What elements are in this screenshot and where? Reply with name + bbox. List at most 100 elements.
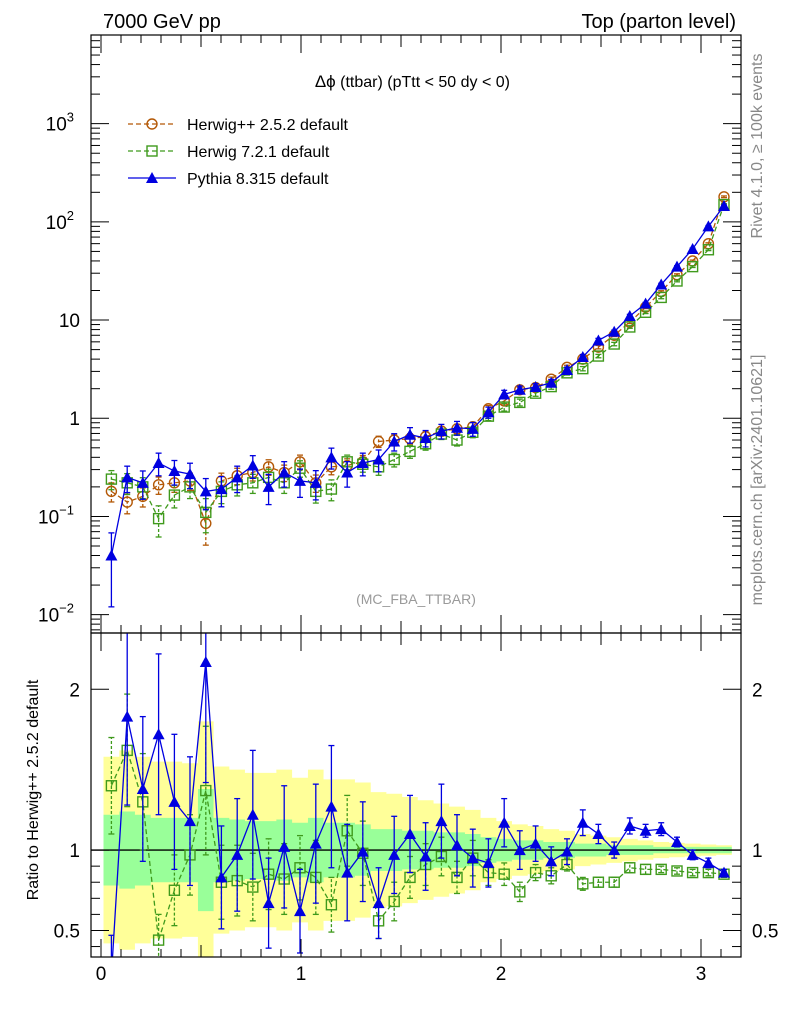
main-pythia-8-315-default-point	[184, 468, 196, 480]
ratio-pythia-8-315-default-point	[576, 816, 589, 828]
main-herwig-7-2-1-default-point	[702, 244, 715, 256]
main-herwig-7-2-1-default-point	[325, 483, 338, 495]
main-pythia-8-315-default-point	[278, 466, 291, 478]
main-pythia-8-315-default-point	[561, 364, 573, 376]
main-herwig-7-2-1-default-point	[404, 445, 416, 458]
ratio-herwig-7-2-1-default-point	[498, 868, 510, 880]
main-pythia-8-315-default-point	[199, 485, 212, 497]
ratio-herwig-7-2-1-default-point	[671, 865, 683, 877]
ratio-herwig-7-2-1-default-point	[388, 895, 400, 908]
main-herwig-7-2-1-default-point	[105, 473, 118, 485]
main-pythia-8-315-default-point	[152, 457, 165, 469]
ratio-pythia-8-315-default-point	[184, 815, 196, 827]
main-y-tick-label-exponent: 3	[67, 110, 74, 125]
main-pythia-8-315-default-point	[341, 466, 354, 478]
ratio-y-tick-label-right: 1	[752, 841, 763, 862]
ratio-y-axis-label: Ratio to Herwig++ 2.5.2 default	[25, 679, 42, 900]
ratio-pythia-8-315-default-point	[231, 848, 244, 860]
ratio-pythia-8-315-default-point	[702, 856, 715, 868]
ratio-pythia-8-315-default-point	[419, 850, 432, 862]
main-pythia-8-315-default-point	[309, 476, 322, 488]
ratio-pythia-8-315-default-point	[262, 897, 275, 909]
main-pythia-8-315-default-point	[639, 297, 652, 309]
main-y-tick-label-base: 10	[38, 507, 59, 528]
main-herwig-7-2-1-default-point	[671, 275, 683, 287]
ratio-pythia-8-315-default-point	[372, 897, 385, 909]
ratio-pythia-8-315-default-point	[513, 844, 526, 856]
ratio-pythia-8-315-default-point	[136, 782, 149, 794]
main-pythia-8-315-default-point	[529, 381, 542, 393]
main-y-tick-label-base: 1	[69, 409, 80, 430]
ratio-pythia-8-315-default-point	[623, 819, 636, 831]
main-pythia-8-315-default-line	[110, 205, 725, 556]
plot-title-symbol: Δϕ	[315, 72, 336, 91]
main-pythia-8-315-default-point	[718, 200, 730, 212]
main-data-layer	[105, 191, 730, 608]
main-herwig-2-5-2-default-point	[152, 479, 165, 491]
x-tick-label: 2	[496, 964, 507, 985]
ratio-pythia-8-315-default-point	[655, 823, 668, 835]
main-herwig-7-2-1-default-point	[388, 453, 400, 466]
ratio-herwig-7-2-1-default-point	[624, 862, 636, 874]
main-herwig-2-5-2-default-point	[105, 485, 118, 498]
main-y-tick-label-base: 10	[59, 311, 80, 332]
main-pythia-8-315-default-point	[262, 480, 275, 492]
ratio-pythia-8-315-default-point	[545, 855, 558, 867]
ratio-pythia-8-315-default-point	[356, 845, 369, 857]
main-pythia-8-315-default-point	[702, 220, 715, 232]
ratio-y-tick-label-left: 0.5	[54, 921, 80, 942]
main-y-tick-label-exponent: 2	[67, 208, 74, 223]
ratio-y-tick-label-left: 1	[69, 841, 80, 862]
legend-marker	[146, 118, 158, 130]
ratio-pythia-8-315-default-point	[309, 837, 322, 849]
x-tick-label: 1	[296, 964, 307, 985]
ratio-herwig-7-2-1-default-line	[110, 748, 725, 941]
main-herwig-7-2-1-default-point	[168, 489, 181, 501]
header-left-label: 7000 GeV pp	[103, 11, 221, 33]
main-pythia-8-315-default-point	[246, 459, 259, 471]
ratio-plot-frame	[90, 632, 742, 958]
ratio-herwig-7-2-1-default-point	[247, 881, 259, 893]
ratio-pythia-8-315-default-point	[451, 839, 463, 851]
main-pythia-8-315-default-point	[419, 431, 432, 443]
main-herwig-7-2-1-default-point	[577, 362, 589, 375]
ratio-herwig-7-2-1-default-point	[686, 866, 699, 879]
main-pythia-8-315-default-point	[231, 471, 244, 483]
main-herwig-7-2-1-default-point	[498, 401, 510, 413]
main-pythia-8-315-default-point	[592, 334, 605, 346]
main-pythia-8-315-default-point	[545, 376, 558, 388]
main-herwig-7-2-1-default-point	[592, 350, 605, 362]
ratio-herwig-7-2-1-default-point	[608, 876, 620, 888]
ratio-herwig-7-2-1-default-point	[105, 780, 118, 792]
ratio-pythia-8-315-default-line	[111, 661, 725, 957]
main-pythia-8-315-default-point	[671, 260, 683, 272]
main-pythia-8-315-default-point	[294, 474, 306, 486]
legend: Herwig++ 2.5.2 default Herwig 7.2.1 defau…	[128, 117, 349, 188]
ratio-pythia-8-315-default-point	[608, 844, 621, 856]
ratio-herwig-7-2-1-default-point	[168, 884, 181, 896]
ratio-pythia-8-315-default-point	[168, 795, 181, 807]
main-y-tick-label: 1	[69, 409, 80, 430]
ratio-y-tick-label-left: 2	[69, 680, 80, 701]
main-herwig-7-2-1-default-point	[624, 321, 636, 333]
ratio-herwig-7-2-1-default-point	[152, 934, 165, 946]
main-herwig-7-2-1-default-point	[514, 396, 526, 409]
plot-title-text: (ttbar) (pTtt < 50 dy < 0)	[336, 74, 510, 91]
legend-label: Herwig 7.2.1 default	[187, 144, 330, 161]
ratio-y-tick-label-right: 2	[752, 680, 763, 701]
ratio-pythia-8-315-default-point	[435, 815, 448, 827]
analysis-watermark: (MC_FBA_TTBAR)	[356, 591, 476, 607]
main-y-tick-label: 10	[59, 311, 80, 332]
main-pythia-8-315-default-point	[215, 483, 228, 495]
ratio-data-layer	[91, 633, 741, 957]
main-pythia-8-315-default-point	[105, 549, 118, 561]
main-y-tick-label-exponent: −1	[59, 502, 74, 517]
mcplots-reference-label: mcplots.cern.ch [arXiv:2401.10621]	[749, 355, 766, 606]
main-pythia-8-315-default-point	[325, 451, 338, 463]
main-herwig-7-2-1-default-point	[152, 512, 165, 525]
main-pythia-8-315-default-point	[623, 309, 636, 321]
main-herwig-7-2-1-default-point	[655, 291, 667, 304]
legend-marker	[146, 145, 158, 157]
